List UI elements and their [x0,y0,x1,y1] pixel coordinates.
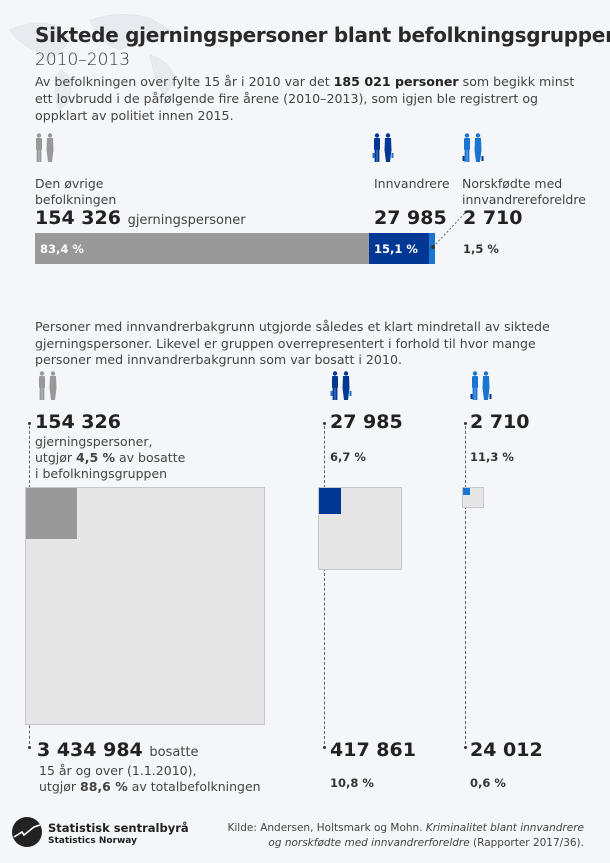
dashed-connector [29,426,30,488]
residents-square-norwegian-born [462,487,484,508]
marker-dot [28,746,31,749]
intro-text: Av befolkningen over fylte 15 år i 2010 … [35,74,575,123]
offenders-square-norwegian-born [463,488,470,495]
residents-other-desc: 15 år og over (1.1.2010), utgjør 88,6 % … [39,763,261,794]
people-light-blue-icon [470,371,492,400]
count-immigrants: 27 985 [374,207,447,229]
dashed-connector [465,506,466,744]
people-dark-blue-icon [372,133,394,162]
residents-square-other [25,487,265,725]
offenders-immigrants-share: 6,7 % [330,450,366,464]
label-immigrants: Innvandrere [374,176,450,191]
offenders-immigrants: 27 985 [330,411,403,433]
bar-segment-other: 83,4 % [35,233,369,264]
people-gray-icon [36,133,54,162]
offenders-square-immigrants [319,488,341,514]
source-citation: Kilde: Andersen, Holtsmark og Mohn. Krim… [227,822,585,849]
dashed-connector [324,426,325,488]
offenders-norwegian-born-share: 11,3 % [470,450,514,464]
page-subtitle: 2010–2013 [35,50,131,70]
section2-paragraph: Personer med innvandrerbakgrunn utgjorde… [35,319,550,367]
residents-immigrants: 417 861 [330,739,416,761]
residents-other: 3 434 984 bosatte [37,739,199,761]
marker-dot [28,422,31,425]
marker-dot [323,746,326,749]
people-gray-icon [39,371,57,400]
ssb-logo-icon [12,817,42,847]
residents-immigrants-share: 10,8 % [330,776,374,790]
dashed-connector [324,568,325,744]
label-norwegian-born: Norskfødte med innvandrereforeldre [462,176,586,207]
dashed-connector [465,426,466,488]
residents-norwegian-born-share: 0,6 % [470,776,506,790]
count-other-population: 154 326 gjerningspersoner [35,207,246,229]
bar-segment-immigrants: 15,1 % [369,233,429,264]
people-light-blue-icon [462,133,484,162]
page-title: Siktede gjerningspersoner blant befolkni… [35,23,610,47]
marker-dot [464,422,467,425]
offenders-other-desc: gjerningspersoner, utgjør 4,5 % av bosat… [35,434,186,481]
people-dark-blue-icon [330,371,352,400]
world-map-background [9,14,176,111]
dashed-connector [29,720,30,744]
logo-text-norwegian: Statistisk sentralbyrå [48,821,189,835]
offenders-norwegian-born: 2 710 [470,411,530,433]
offenders-square-other [26,488,77,539]
count-norwegian-born: 2 710 [463,207,523,229]
leader-line [431,212,466,249]
share-norwegian-born: 1,5 % [463,242,499,256]
residents-norwegian-born: 24 012 [470,739,543,761]
label-other-population: Den øvrige befolkningen [35,176,117,207]
residents-square-immigrants [318,487,402,570]
logo-text-english: Statistics Norway [48,836,137,846]
marker-dot [464,746,467,749]
stacked-share-bar: 83,4 % 15,1 % [35,233,435,264]
offenders-other: 154 326 [35,411,121,433]
marker-dot [323,422,326,425]
